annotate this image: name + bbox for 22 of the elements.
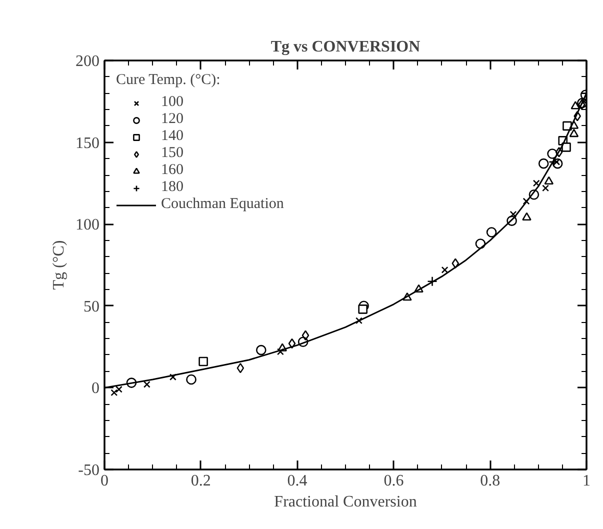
x-tick-label: 0.4 xyxy=(287,472,308,490)
x-tick-label: 0.8 xyxy=(480,472,500,490)
legend-label: 180 xyxy=(161,179,184,196)
legend-label: 160 xyxy=(161,162,184,179)
y-tick-label: 100 xyxy=(76,216,100,234)
x-tick-label: 0.2 xyxy=(190,472,211,490)
legend-title: Cure Temp. (°C): xyxy=(116,72,222,89)
y-tick-label: 200 xyxy=(76,53,100,70)
legend-label: Couchman Equation xyxy=(161,196,284,213)
legend-label: 120 xyxy=(161,111,184,128)
y-tick-label: -50 xyxy=(78,462,100,479)
y-tick-label: 0 xyxy=(92,380,100,398)
legend-label: 140 xyxy=(161,128,184,145)
chart-title: Tg vs CONVERSION xyxy=(270,38,421,56)
y-tick-label: 50 xyxy=(84,298,100,316)
y-axis-title: Tg (°C) xyxy=(50,240,68,290)
legend-label: 150 xyxy=(161,145,184,162)
legend-label: 100 xyxy=(161,94,184,111)
x-axis-title: Fractional Conversion xyxy=(274,494,417,510)
x-tick-label: 1 xyxy=(582,472,590,490)
y-tick-label: 150 xyxy=(76,134,100,152)
x-tick-label: 0.6 xyxy=(384,472,404,490)
